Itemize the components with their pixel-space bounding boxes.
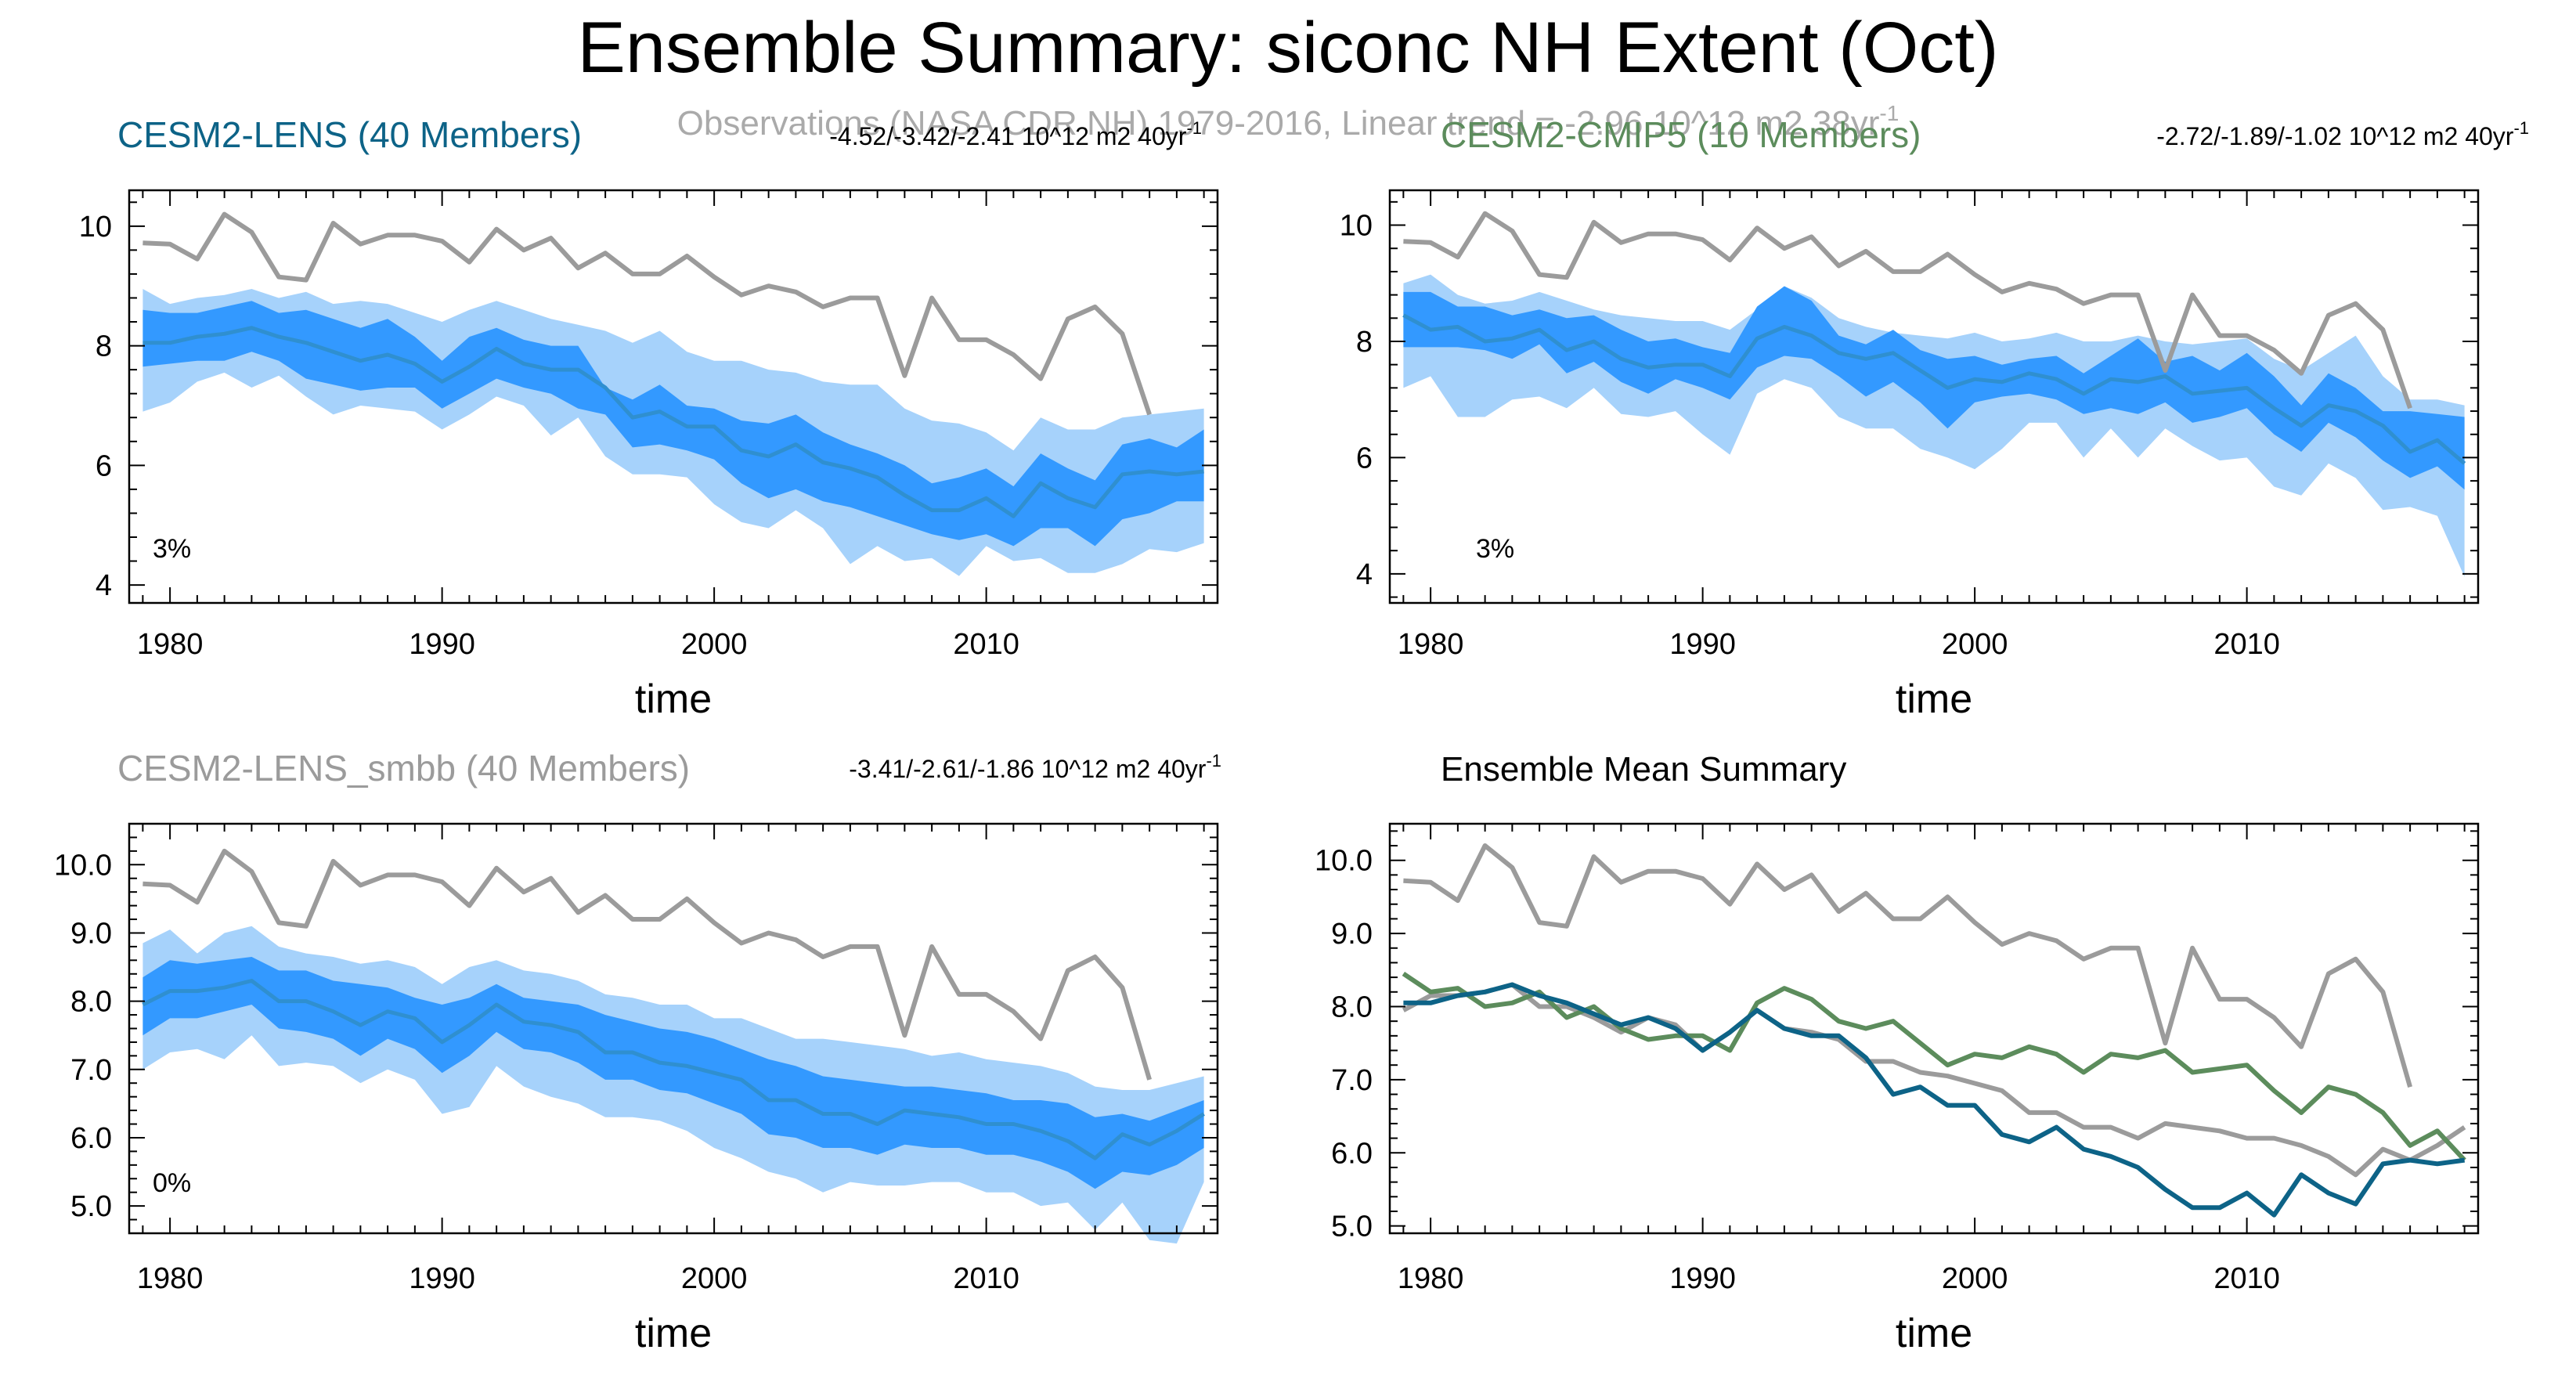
trend-label: -3.41/-2.61/-1.86 10^12 m2 40yr-1 xyxy=(849,751,1221,783)
observations-line xyxy=(143,211,1152,416)
y-tick-label: 10.0 xyxy=(1315,845,1373,878)
observations-line xyxy=(143,848,1152,1081)
x-tick-label: 2000 xyxy=(681,1262,748,1295)
x-tick-label: 2010 xyxy=(953,628,1019,661)
x-tick-label: 1990 xyxy=(1669,1262,1736,1295)
y-tick-label: 10 xyxy=(1340,210,1373,243)
panel-smbb: CESM2-LENS_smbb (40 Members) -3.41/-2.61/… xyxy=(54,748,1221,1356)
y-tick-label: 9.0 xyxy=(1331,918,1373,951)
y-tick-label: 6.0 xyxy=(70,1122,112,1155)
x-axis-label: time xyxy=(635,677,712,722)
ensemble-mean-line xyxy=(143,326,1204,518)
x-axis-label: time xyxy=(1896,677,1972,722)
band-inner xyxy=(1403,286,2465,490)
series-line-observations xyxy=(1403,843,2412,1088)
y-tick-label: 8.0 xyxy=(1331,991,1373,1023)
panel-title: Ensemble Mean Summary xyxy=(1441,750,1846,789)
y-tick-label: 10.0 xyxy=(54,849,112,882)
ensemble-mean-line xyxy=(1402,313,2466,465)
plot-frame xyxy=(128,189,1219,604)
panel-mean: Ensemble Mean Summary 1980 1990 2000 2010 5.0… xyxy=(1315,750,2480,1356)
series-line-cesm2-cmip5 xyxy=(1402,972,2466,1162)
x-tick-label: 1980 xyxy=(137,1262,204,1295)
x-tick-label: 2000 xyxy=(681,628,748,661)
plot-frame xyxy=(1388,822,2480,1235)
y-tick-label: 6 xyxy=(1356,442,1373,475)
y-tick-label: 5.0 xyxy=(1331,1211,1373,1243)
x-tick-label: 2000 xyxy=(1942,1262,2008,1295)
percent-label: 3% xyxy=(1476,534,1514,564)
trend-label: -4.52/-3.42/-2.41 10^12 m2 40yr-1 xyxy=(829,118,1202,150)
panel-lens: CESM2-LENS (40 Members) -4.52/-3.42/-2.41… xyxy=(79,114,1219,722)
ensemble-mean-line xyxy=(142,979,1205,1160)
trend-label: -2.72/-1.89/-1.02 10^12 m2 40yr-1 xyxy=(2156,118,2529,150)
y-tick-label: 5.0 xyxy=(70,1190,112,1223)
plot-frame xyxy=(1388,189,2480,604)
x-tick-label: 1980 xyxy=(1398,1262,1464,1295)
x-tick-label: 2010 xyxy=(953,1262,1019,1295)
y-tick-label: 4 xyxy=(1356,558,1373,591)
trend-label-text: -3.41/-2.61/-1.86 10^12 m2 40yr xyxy=(849,755,1207,783)
x-tick-label: 2010 xyxy=(2213,628,2280,661)
x-axis-label: time xyxy=(635,1311,712,1356)
y-tick-label: 7.0 xyxy=(1331,1064,1373,1097)
panel-title: CESM2-LENS (40 Members) xyxy=(117,114,582,155)
trend-label-superscript: -1 xyxy=(2513,118,2529,138)
x-tick-label: 1980 xyxy=(137,628,204,661)
percent-label: 3% xyxy=(153,534,191,564)
panel-cmip: CESM2-CMIP5 (10 Members) -2.72/-1.89/-1.0… xyxy=(1340,114,2529,722)
x-tick-label: 2000 xyxy=(1942,628,2008,661)
x-tick-label: 1990 xyxy=(409,628,475,661)
y-tick-label: 9.0 xyxy=(70,917,112,950)
x-tick-label: 1990 xyxy=(1669,628,1736,661)
trend-label-superscript: -1 xyxy=(1186,118,1202,138)
y-tick-label: 10 xyxy=(79,211,112,244)
x-axis-label: time xyxy=(1896,1311,1972,1356)
trend-label-superscript: -1 xyxy=(1206,751,1221,771)
y-tick-label: 7.0 xyxy=(70,1054,112,1087)
y-tick-label: 6.0 xyxy=(1331,1137,1373,1170)
y-tick-label: 8 xyxy=(96,330,112,363)
panel-title: CESM2-CMIP5 (10 Members) xyxy=(1441,114,1921,155)
trend-label-text: -2.72/-1.89/-1.02 10^12 m2 40yr xyxy=(2156,122,2514,150)
panel-title: CESM2-LENS_smbb (40 Members) xyxy=(117,748,690,789)
percent-label: 0% xyxy=(153,1168,191,1198)
y-tick-label: 8.0 xyxy=(70,986,112,1019)
observations-line xyxy=(1403,211,2412,410)
observations-label-superscript: -1 xyxy=(1879,101,1899,125)
x-tick-label: 1990 xyxy=(409,1262,475,1295)
x-tick-label: 2010 xyxy=(2213,1262,2280,1295)
figure-title: Ensemble Summary: siconc NH Extent (Oct) xyxy=(578,8,1999,88)
series-line-cesm2-lens xyxy=(1403,982,2466,1218)
y-tick-label: 4 xyxy=(96,569,112,602)
observations-label-text: Observations (NASA CDR NH) 1979-2016, Li… xyxy=(677,104,1880,143)
trend-label-text: -4.52/-3.42/-2.41 10^12 m2 40yr xyxy=(829,122,1187,150)
y-tick-label: 8 xyxy=(1356,326,1373,359)
x-tick-label: 1980 xyxy=(1398,628,1464,661)
y-tick-label: 6 xyxy=(96,449,112,482)
panels: CESM2-LENS (40 Members) -4.52/-3.42/-2.41… xyxy=(54,114,2529,1356)
observations-label: Observations (NASA CDR NH) 1979-2016, Li… xyxy=(677,101,1900,143)
